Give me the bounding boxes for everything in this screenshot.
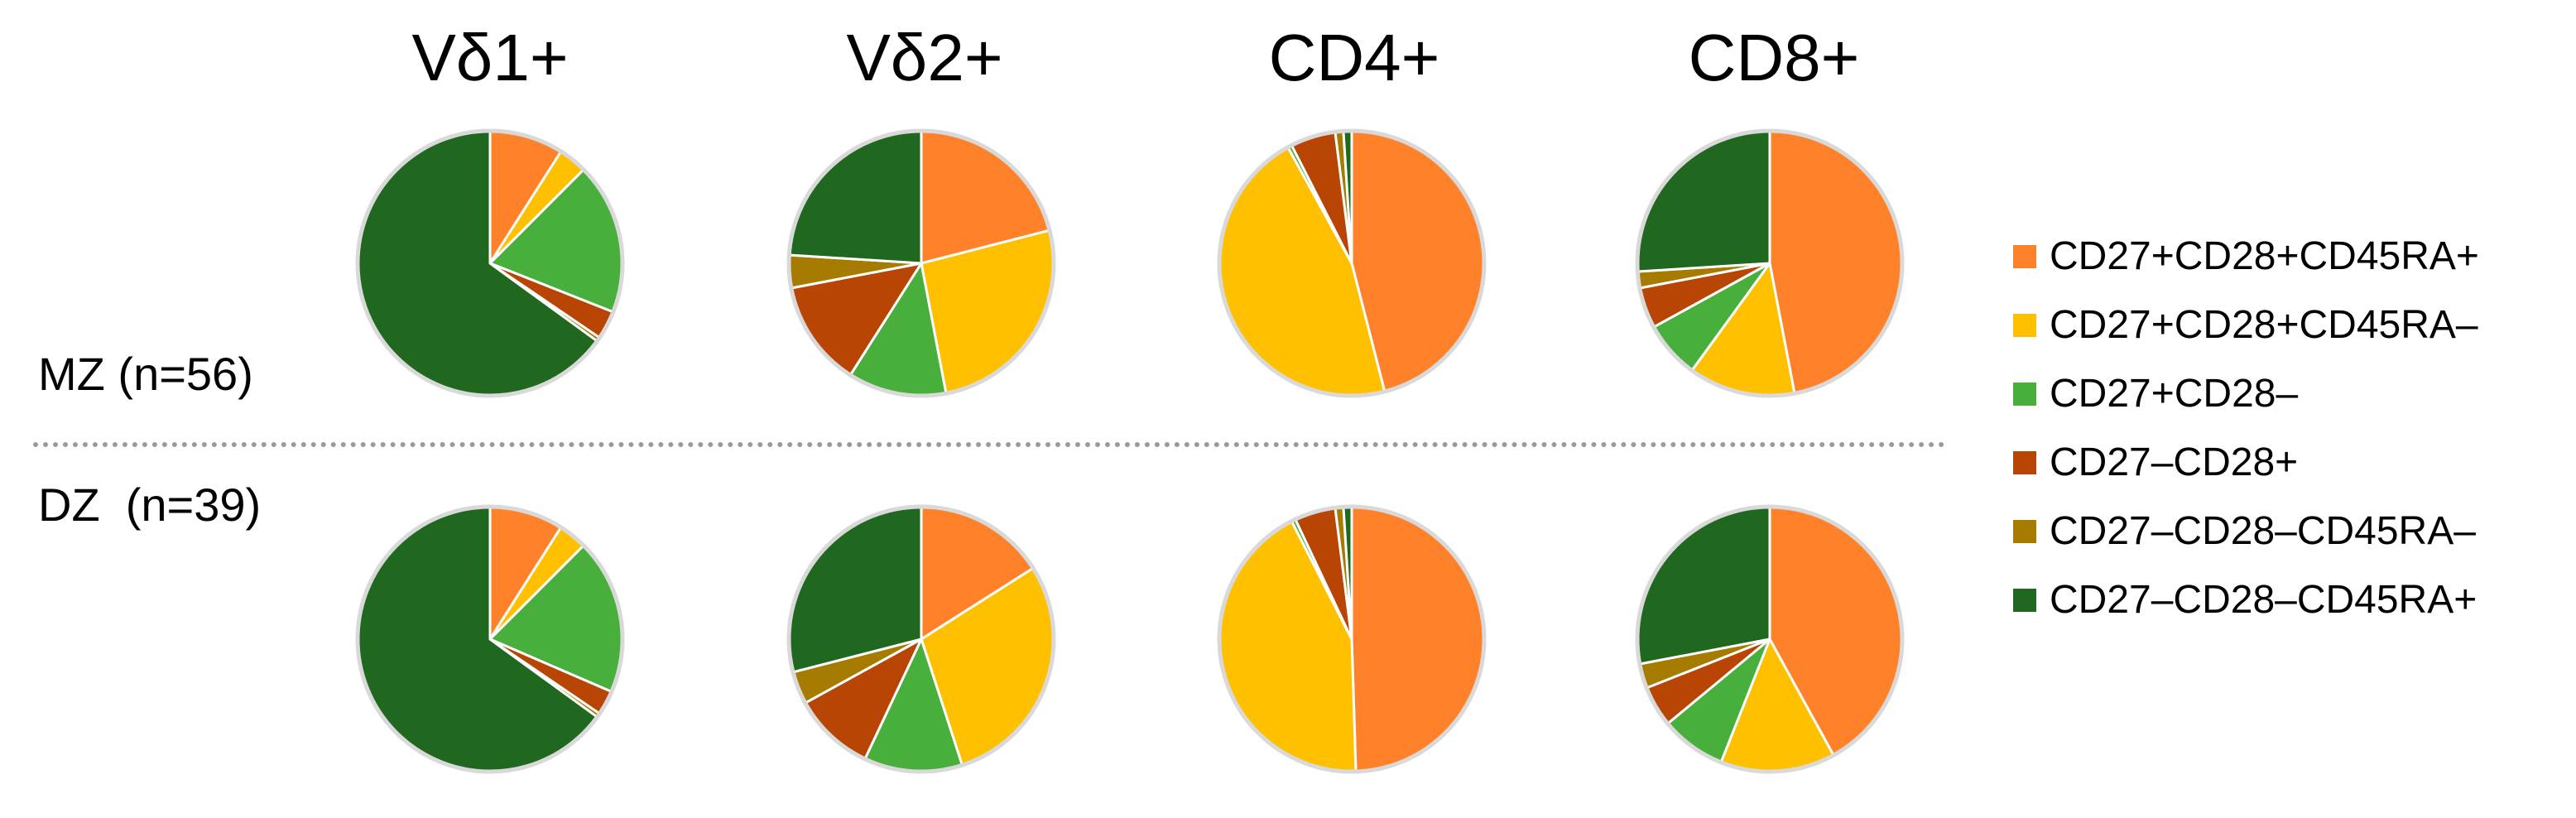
pie-outline: [786, 504, 1056, 774]
pie-dz-1: [355, 504, 625, 774]
legend-label: CD27+CD28–: [2050, 372, 2299, 416]
column-title-vd1: Vδ1+: [411, 21, 569, 94]
legend-swatch: [2013, 383, 2036, 406]
legend-label: CD27–CD28–CD45RA+: [2050, 578, 2477, 622]
pie-outline: [1217, 504, 1487, 774]
pie-slice-cd27-pluscd28-pluscd45ra-plus: [1768, 129, 1904, 395]
pie-slice-cd27-minuscd28-minuscd45ra-plus: [1636, 505, 1771, 666]
group-divider: [33, 442, 1945, 447]
pie-outline: [1217, 128, 1487, 398]
legend-label: CD27–CD28–CD45RA–: [2050, 509, 2476, 553]
pie-slice-cd27-pluscd28-pluscd45ra-plus: [1350, 505, 1486, 773]
legend-label: CD27+CD28+CD45RA+: [2050, 234, 2479, 278]
pie-mz-3: [1217, 128, 1487, 398]
pie-mz-2: [786, 128, 1056, 398]
legend-swatch: [2013, 245, 2036, 268]
column-title-cd8: CD8+: [1688, 21, 1860, 94]
legend-label: CD27–CD28+: [2050, 440, 2299, 484]
legend-label: CD27+CD28+CD45RA–: [2050, 303, 2478, 347]
legend-swatch: [2013, 589, 2036, 612]
row-label-dz: DZ (n=39): [38, 479, 262, 531]
pie-outline: [1635, 128, 1905, 398]
pie-dz-2: [786, 504, 1056, 774]
pie-outline: [355, 504, 625, 774]
column-title-cd4: CD4+: [1268, 21, 1440, 94]
pie-outline: [786, 128, 1056, 398]
pie-slice-cd27-minuscd28-minuscd45ra-plus: [1636, 129, 1771, 273]
pie-mz-4: [1635, 128, 1905, 398]
row-label-mz: MZ (n=56): [38, 348, 253, 400]
pie-dz-4: [1635, 504, 1905, 774]
pie-outline: [1635, 504, 1905, 774]
column-title-vd2: Vδ2+: [846, 21, 1003, 94]
legend-swatch: [2013, 314, 2036, 337]
pie-outline: [355, 128, 625, 398]
pie-mz-1: [355, 128, 625, 398]
legend-swatch: [2013, 451, 2036, 474]
legend-swatch: [2013, 520, 2036, 543]
pie-dz-3: [1217, 504, 1487, 774]
